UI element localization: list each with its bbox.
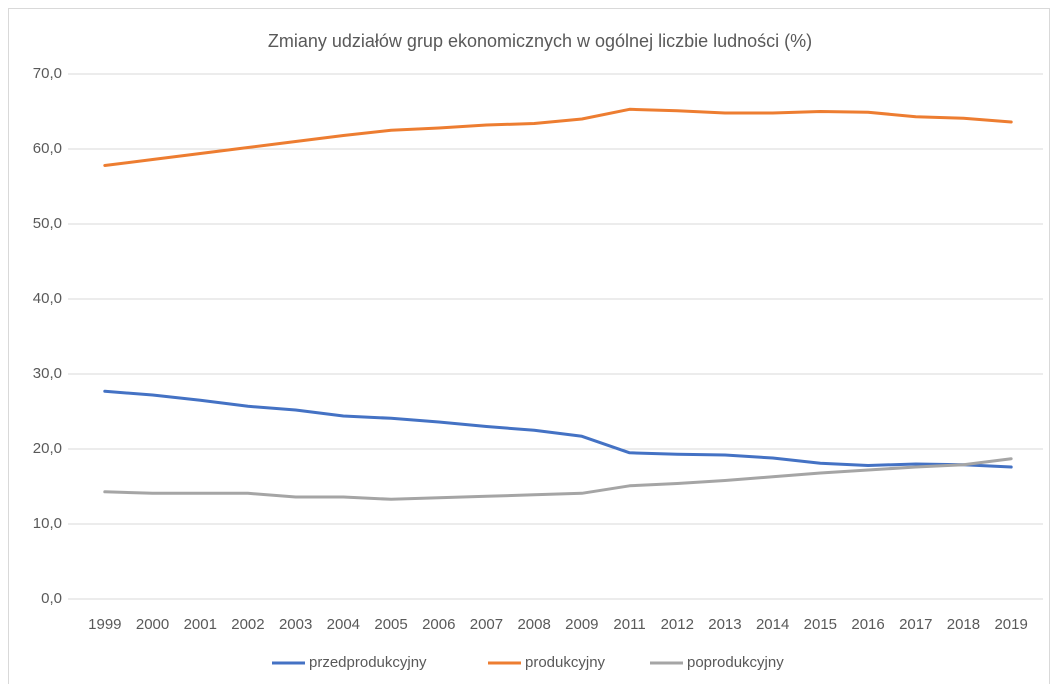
series-line bbox=[103, 457, 1013, 501]
x-tick-label: 2009 bbox=[565, 616, 598, 633]
x-tick-label: 2013 bbox=[708, 616, 741, 633]
y-tick-label: 10,0 bbox=[33, 515, 62, 532]
x-tick-label: 2007 bbox=[470, 616, 503, 633]
x-tick-label: 2011 bbox=[613, 616, 645, 633]
chart-frame bbox=[8, 8, 1050, 684]
x-tick-label: 2015 bbox=[804, 616, 837, 633]
y-tick-label: 30,0 bbox=[33, 365, 62, 382]
x-tick-label: 2003 bbox=[279, 616, 312, 633]
legend-label: poprodukcyjny bbox=[687, 654, 784, 671]
x-tick-label: 2012 bbox=[661, 616, 694, 633]
legend-label: przedprodukcyjny bbox=[309, 654, 427, 671]
x-tick-label: 2002 bbox=[231, 616, 264, 633]
y-tick-label: 50,0 bbox=[33, 215, 62, 232]
x-tick-label: 2017 bbox=[899, 616, 932, 633]
x-tick-label: 1999 bbox=[88, 616, 121, 633]
series-line bbox=[103, 107, 1013, 167]
x-tick-label: 2006 bbox=[422, 616, 455, 633]
x-tick-label: 2014 bbox=[756, 616, 789, 633]
x-tick-label: 2000 bbox=[136, 616, 169, 633]
y-tick-label: 40,0 bbox=[33, 290, 62, 307]
chart-title: Zmiany udziałów grup ekonomicznych w ogó… bbox=[268, 31, 812, 51]
x-tick-label: 2016 bbox=[851, 616, 884, 633]
y-tick-label: 20,0 bbox=[33, 440, 62, 457]
y-tick-label: 70,0 bbox=[33, 65, 62, 82]
y-tick-label: 60,0 bbox=[33, 140, 62, 157]
x-tick-label: 2004 bbox=[327, 616, 360, 633]
x-tick-label: 2018 bbox=[947, 616, 980, 633]
x-tick-label: 2019 bbox=[994, 616, 1027, 633]
x-tick-label: 2008 bbox=[517, 616, 550, 633]
legend-label: produkcyjny bbox=[525, 654, 606, 671]
x-tick-label: 2005 bbox=[374, 616, 407, 633]
x-tick-label: 2001 bbox=[184, 616, 217, 633]
y-tick-label: 0,0 bbox=[41, 590, 62, 607]
series-line bbox=[103, 389, 1013, 469]
